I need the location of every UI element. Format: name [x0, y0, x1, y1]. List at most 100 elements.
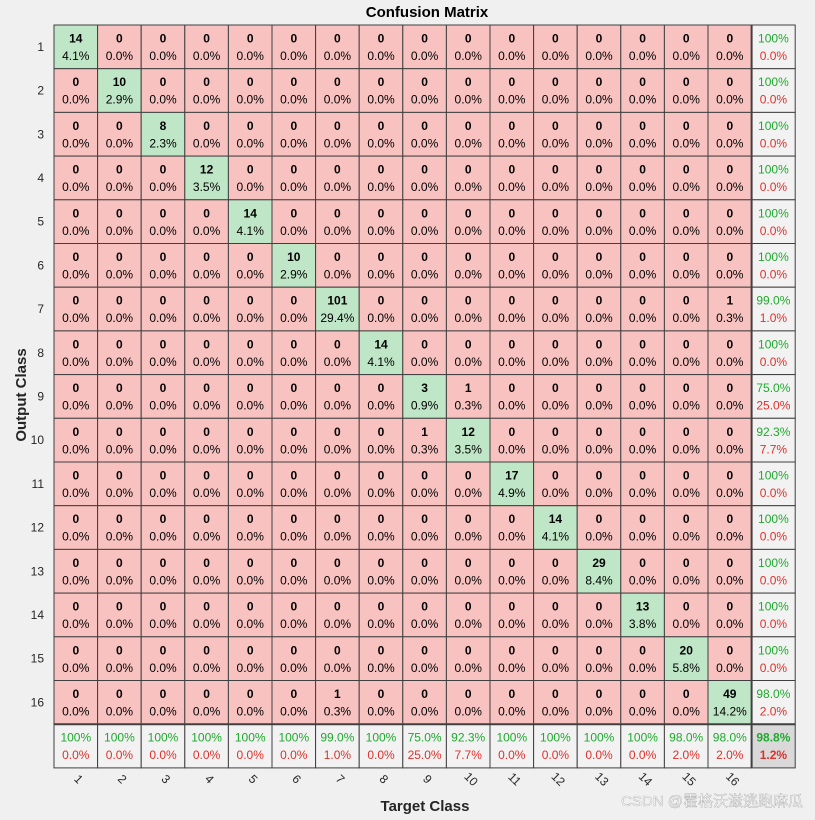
cell-percent: 0.0% [542, 49, 570, 63]
column-recall: 98.0% [669, 731, 703, 745]
cell-count: 0 [290, 206, 297, 220]
row-precision: 100% [758, 469, 789, 483]
matrix-cell [227, 286, 273, 332]
column-recall: 100% [278, 731, 309, 745]
row-precision: 75.0% [756, 381, 790, 395]
cell-count: 0 [116, 556, 123, 570]
cell-percent: 0.0% [193, 661, 221, 675]
matrix-cell [271, 24, 317, 70]
cell-count: 0 [203, 469, 210, 483]
matrix-cell [489, 636, 535, 681]
cell-percent: 0.0% [542, 355, 570, 369]
x-tick-label: 4 [202, 772, 217, 787]
y-tick-label: 8 [37, 346, 44, 360]
x-axis-label: Target Class [381, 798, 470, 815]
cell-count: 0 [247, 600, 254, 614]
diagonal-cell [576, 548, 622, 594]
cell-count: 0 [116, 643, 123, 657]
cell-count: 0 [203, 687, 210, 701]
cell-percent: 0.0% [237, 355, 265, 369]
row-error: 0.0% [760, 136, 788, 150]
matrix-cell [97, 505, 142, 550]
x-tick-label: 11 [505, 770, 524, 789]
cell-count: 0 [683, 425, 690, 439]
cell-count: 0 [247, 643, 254, 657]
diagonal-cell [184, 155, 229, 201]
matrix-cell [489, 592, 535, 638]
matrix-cell [97, 286, 142, 332]
cell-count: 0 [465, 250, 472, 264]
summary-cell [140, 723, 186, 769]
cell-percent: 0.0% [237, 268, 265, 282]
cell-count: 0 [290, 119, 297, 133]
cell-percent: 0.0% [585, 224, 613, 238]
cell-count: 0 [247, 250, 254, 264]
row-precision: 100% [758, 75, 789, 89]
cell-count: 0 [683, 687, 690, 701]
cell-count: 0 [726, 512, 733, 526]
cell-count: 0 [508, 163, 515, 177]
cell-percent: 0.0% [629, 486, 657, 500]
cell-percent: 0.0% [237, 311, 265, 325]
cell-count: 0 [72, 381, 79, 395]
cell-count: 0 [72, 119, 79, 133]
cell-count: 0 [72, 512, 79, 526]
cell-percent: 0.0% [106, 49, 134, 63]
row-error: 0.0% [760, 49, 788, 63]
diagonal-cell [489, 461, 535, 507]
cell-percent: 0.0% [193, 486, 221, 500]
matrix-cell [445, 548, 491, 594]
matrix-cell [489, 374, 535, 419]
cell-count: 0 [508, 512, 515, 526]
row-error: 0.0% [760, 661, 788, 675]
cell-count: 0 [639, 250, 646, 264]
cell-percent: 0.0% [716, 661, 744, 675]
cell-count: 0 [72, 250, 79, 264]
row-precision: 100% [758, 337, 789, 351]
matrix-cell [402, 111, 447, 157]
cell-percent: 4.1% [62, 49, 90, 63]
cell-count: 0 [508, 337, 515, 351]
cell-count: 13 [636, 600, 650, 614]
cell-percent: 0.0% [585, 661, 613, 675]
cell-percent: 0.0% [673, 136, 701, 150]
cell-count: 0 [334, 163, 341, 177]
matrix-cell [707, 24, 753, 70]
matrix-cell [184, 330, 229, 376]
matrix-cell [576, 417, 622, 463]
cell-count: 0 [247, 512, 254, 526]
cell-percent: 0.0% [629, 705, 657, 719]
matrix-cell [533, 374, 578, 419]
cell-percent: 0.0% [367, 399, 395, 413]
cell-percent: 0.0% [455, 486, 483, 500]
y-tick-label: 9 [37, 389, 44, 403]
cell-percent: 0.0% [498, 355, 526, 369]
cell-percent: 0.0% [149, 486, 177, 500]
cell-percent: 0.0% [542, 486, 570, 500]
cell-percent: 0.0% [542, 573, 570, 587]
column-error: 0.0% [585, 748, 613, 762]
cell-percent: 0.0% [542, 268, 570, 282]
matrix-cell [315, 417, 360, 463]
diagonal-cell [620, 592, 665, 638]
cell-count: 0 [334, 337, 341, 351]
matrix-cell [489, 111, 535, 157]
summary-cell [751, 461, 796, 507]
cell-count: 0 [508, 425, 515, 439]
cell-percent: 0.0% [193, 705, 221, 719]
column-error: 2.0% [716, 748, 744, 762]
cell-count: 0 [160, 469, 167, 483]
cell-percent: 2.9% [280, 268, 308, 282]
summary-cell [751, 199, 796, 245]
matrix-cell [533, 243, 578, 288]
cell-count: 1 [465, 381, 472, 395]
cell-count: 0 [72, 600, 79, 614]
matrix-cell [663, 548, 709, 594]
cell-percent: 0.0% [455, 93, 483, 107]
cell-percent: 0.0% [455, 705, 483, 719]
cell-count: 0 [247, 75, 254, 89]
cell-count: 0 [508, 687, 515, 701]
matrix-cell [533, 330, 578, 376]
cell-count: 0 [290, 294, 297, 308]
cell-count: 0 [596, 163, 603, 177]
